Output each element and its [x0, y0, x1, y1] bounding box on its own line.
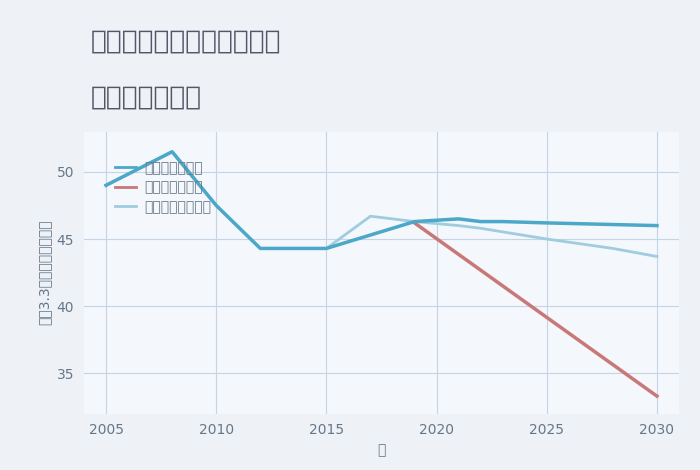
Line: グッドシナリオ: グッドシナリオ: [106, 152, 657, 249]
ノーマルシナリオ: [102, 182, 110, 188]
ノーマルシナリオ: [653, 254, 662, 259]
Y-axis label: 坪（3.3㎡）単価（万円）: 坪（3.3㎡）単価（万円）: [37, 220, 51, 325]
ノーマルシナリオ: [542, 236, 551, 242]
ノーマルシナリオ: [168, 149, 176, 155]
ノーマルシナリオ: [322, 246, 330, 251]
ノーマルシナリオ: [212, 203, 220, 208]
Text: 大阪府寝屋川市高宮栄町の: 大阪府寝屋川市高宮栄町の: [91, 28, 281, 54]
Line: バッドシナリオ: バッドシナリオ: [414, 223, 657, 396]
ノーマルシナリオ: [366, 213, 375, 219]
バッドシナリオ: [410, 220, 419, 226]
グッドシナリオ: [212, 203, 220, 208]
Text: 土地の価格推移: 土地の価格推移: [91, 85, 202, 110]
X-axis label: 年: 年: [377, 443, 386, 457]
ノーマルシナリオ: [256, 246, 265, 251]
Legend: グッドシナリオ, バッドシナリオ, ノーマルシナリオ: グッドシナリオ, バッドシナリオ, ノーマルシナリオ: [115, 161, 211, 214]
グッドシナリオ: [102, 182, 110, 188]
ノーマルシナリオ: [454, 223, 463, 228]
グッドシナリオ: [653, 223, 662, 228]
グッドシナリオ: [542, 220, 551, 226]
グッドシナリオ: [410, 219, 419, 224]
ノーマルシナリオ: [609, 246, 617, 251]
ノーマルシナリオ: [477, 226, 485, 231]
グッドシナリオ: [322, 246, 330, 251]
グッドシナリオ: [454, 216, 463, 222]
ノーマルシナリオ: [410, 219, 419, 224]
グッドシナリオ: [498, 219, 507, 224]
グッドシナリオ: [256, 246, 265, 251]
グッドシナリオ: [477, 219, 485, 224]
グッドシナリオ: [168, 149, 176, 155]
バッドシナリオ: [653, 393, 662, 399]
Line: ノーマルシナリオ: ノーマルシナリオ: [106, 152, 657, 257]
